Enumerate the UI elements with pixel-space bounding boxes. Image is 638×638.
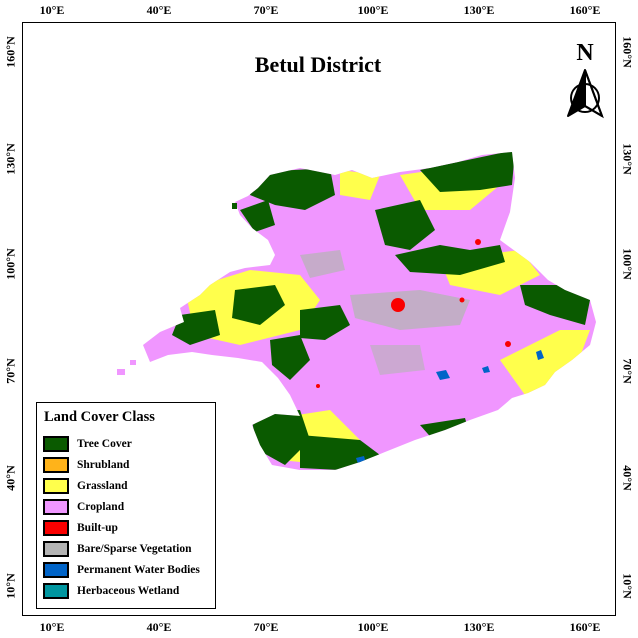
detached-fragment bbox=[232, 203, 237, 209]
legend-label: Bare/Sparse Vegetation bbox=[77, 543, 192, 555]
detached-fragment bbox=[130, 360, 136, 365]
lon-tick-top-70: 70°E bbox=[253, 3, 279, 17]
legend-label: Grassland bbox=[77, 480, 128, 492]
legend-item-tree-cover: Tree Cover bbox=[43, 435, 132, 453]
legend-title: Land Cover Class bbox=[44, 409, 155, 425]
lon-tick-bottom-160: 160°E bbox=[569, 620, 601, 634]
legend-swatch bbox=[43, 583, 69, 599]
legend-item-grassland: Grassland bbox=[43, 477, 128, 495]
legend-swatch bbox=[43, 436, 69, 452]
legend-swatch bbox=[43, 520, 69, 536]
legend-swatch bbox=[43, 562, 69, 578]
legend: Land Cover Class Tree Cover Shrubland Gr… bbox=[36, 402, 216, 609]
legend-item-shrubland: Shrubland bbox=[43, 456, 129, 474]
legend-label: Cropland bbox=[77, 501, 125, 513]
lon-tick-bottom-100: 100°E bbox=[357, 620, 389, 634]
lon-tick-top-10: 10°E bbox=[39, 3, 65, 17]
lon-tick-top-160: 160°E bbox=[569, 3, 601, 17]
lon-tick-bottom-10: 10°E bbox=[39, 620, 65, 634]
north-arrow-icon bbox=[567, 69, 604, 119]
legend-swatch bbox=[43, 478, 69, 494]
lon-tick-top-130: 130°E bbox=[463, 3, 495, 17]
bare-sparse-patches bbox=[300, 250, 470, 375]
legend-item-herbaceous-wetland: Herbaceous Wetland bbox=[43, 582, 179, 600]
legend-swatch bbox=[43, 457, 69, 473]
legend-label: Tree Cover bbox=[77, 438, 132, 450]
legend-swatch bbox=[43, 541, 69, 557]
lon-tick-top-40: 40°E bbox=[146, 3, 172, 17]
lon-tick-bottom-130: 130°E bbox=[463, 620, 495, 634]
legend-label: Built-up bbox=[77, 522, 118, 534]
lon-tick-bottom-40: 40°E bbox=[146, 620, 172, 634]
legend-item-cropland: Cropland bbox=[43, 498, 124, 516]
built-up-patches bbox=[316, 239, 511, 388]
legend-item-permanent-water: Permanent Water Bodies bbox=[43, 561, 200, 579]
map-title: Betul District bbox=[254, 52, 382, 77]
lon-tick-bottom-70: 70°E bbox=[253, 620, 279, 634]
map-frame bbox=[22, 22, 616, 616]
lon-tick-top-100: 100°E bbox=[357, 3, 389, 17]
legend-label: Shrubland bbox=[77, 459, 130, 471]
detached-fragment bbox=[117, 369, 125, 375]
legend-swatch bbox=[43, 499, 69, 515]
legend-item-bare-sparse: Bare/Sparse Vegetation bbox=[43, 540, 191, 558]
legend-item-built-up: Built-up bbox=[43, 519, 118, 537]
north-label: N bbox=[576, 40, 594, 66]
legend-label: Herbaceous Wetland bbox=[77, 585, 180, 597]
legend-label: Permanent Water Bodies bbox=[77, 564, 200, 576]
